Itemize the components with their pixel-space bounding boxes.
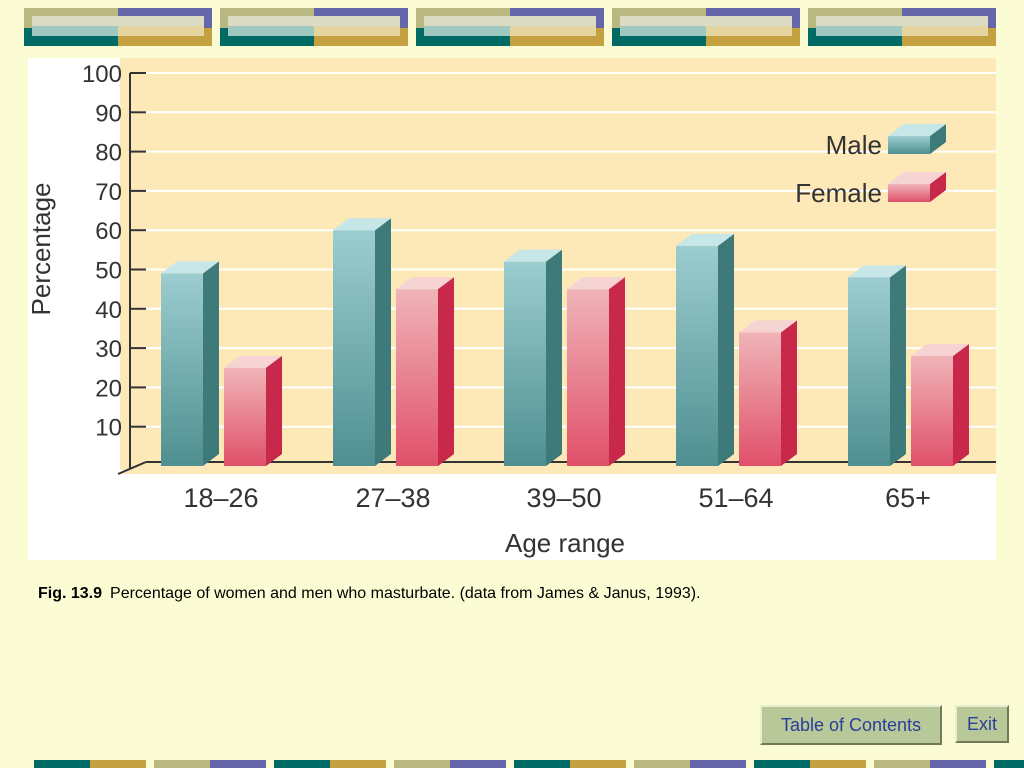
female-bar: [567, 277, 625, 466]
y-tick-label: 20: [95, 375, 122, 402]
female-bar-side: [781, 320, 797, 466]
banner-tile: [612, 8, 800, 46]
y-axis-title: Percentage: [28, 183, 56, 316]
female-bar-side: [609, 277, 625, 466]
banner-tile: [24, 8, 212, 46]
female-bar-side: [953, 343, 969, 466]
banner-tile: [220, 8, 408, 46]
legend-label: Male: [826, 130, 882, 160]
bars: [161, 218, 969, 466]
female-bar-top: [567, 277, 625, 290]
figure-number: Fig. 13.9: [38, 585, 103, 602]
male-bar-side: [375, 218, 391, 466]
male-bar-top: [504, 249, 562, 262]
female-bar-top: [224, 355, 282, 368]
legend-item: Female: [795, 172, 946, 208]
x-category-label: 65+: [885, 483, 931, 513]
male-bar-top: [333, 218, 391, 231]
male-bar-front: [333, 230, 375, 466]
chart-panel: 10 20 30 40 50 60 70 80 90 100 18–26 27–38 39–50 51–6…: [28, 58, 996, 560]
y-tick-label: 60: [95, 218, 122, 245]
male-bar-front: [504, 261, 546, 466]
male-bar: [676, 233, 734, 466]
female-bar-front: [567, 289, 609, 466]
gridlines: [130, 72, 996, 428]
y-tick-label: 50: [95, 258, 122, 285]
exit-button[interactable]: Exit: [955, 705, 1009, 743]
y-tick-label: 30: [95, 336, 122, 363]
male-bar-side: [546, 249, 562, 466]
male-bar-front: [676, 245, 718, 466]
male-bar: [848, 265, 906, 466]
x-category-label: 39–50: [526, 483, 601, 513]
legend-swatch-side: [930, 124, 946, 154]
male-bar-side: [890, 265, 906, 466]
female-bar-side: [438, 277, 454, 466]
y-tick-label: 90: [95, 100, 122, 127]
y-tick-label: 70: [95, 179, 122, 206]
female-bar: [739, 320, 797, 466]
male-bar-top: [848, 265, 906, 278]
female-bar-front: [224, 367, 266, 466]
legend: Male Female: [795, 124, 946, 208]
x-axis-title: Age range: [505, 528, 625, 558]
female-bar-top: [739, 320, 797, 333]
female-bar: [396, 277, 454, 466]
y-tick-label: 80: [95, 140, 122, 167]
legend-swatch: [888, 184, 930, 202]
male-bar: [161, 261, 219, 466]
legend-swatch: [888, 136, 930, 154]
caption-text: Percentage of women and men who masturba…: [110, 585, 701, 602]
male-bar-top: [676, 233, 734, 246]
male-bar: [333, 218, 391, 466]
x-category-label: 27–38: [355, 483, 430, 513]
y-tick-label: 10: [95, 415, 122, 442]
legend-swatch-top: [888, 124, 946, 136]
legend-swatch-side: [930, 172, 946, 202]
bar-chart: 10 20 30 40 50 60 70 80 90 100 18–26 27–38 39–50 51–6…: [28, 58, 996, 558]
female-bar-side: [266, 355, 282, 466]
y-tick-label: 40: [95, 297, 122, 324]
floor-edge: [117, 461, 147, 475]
male-bar-top: [161, 261, 219, 274]
male-bar-front: [161, 273, 203, 466]
axis-labels: 10 20 30 40 50 60 70 80 90 100 18–26 27–38 39–50 51–6…: [82, 61, 931, 513]
x-category-label: 51–64: [698, 483, 773, 513]
table-of-contents-button[interactable]: Table of Contents: [760, 705, 942, 745]
female-bar-top: [396, 277, 454, 290]
male-bar: [504, 249, 562, 466]
male-bar-front: [848, 277, 890, 466]
banner-tile: [416, 8, 604, 46]
banner-tile: [808, 8, 996, 46]
female-bar: [911, 343, 969, 466]
female-bar-front: [911, 355, 953, 466]
male-bar-side: [718, 233, 734, 466]
x-category-label: 18–26: [183, 483, 258, 513]
male-bar-side: [203, 261, 219, 466]
figure-caption: Fig. 13.9 Percentage of women and men who…: [38, 585, 701, 603]
female-bar-top: [911, 343, 969, 356]
y-tick-label: 100: [82, 61, 122, 88]
female-bar-front: [739, 332, 781, 466]
legend-label: Female: [795, 178, 882, 208]
legend-item: Male: [826, 124, 946, 160]
female-bar-front: [396, 289, 438, 466]
female-bar: [224, 355, 282, 466]
legend-swatch-top: [888, 172, 946, 184]
